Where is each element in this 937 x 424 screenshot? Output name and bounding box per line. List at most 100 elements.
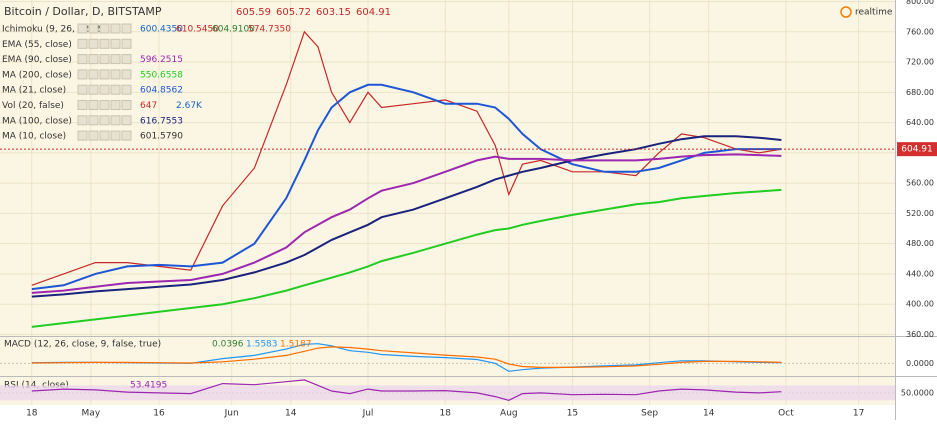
indicator-button <box>121 54 132 65</box>
x-tick-label: Sep <box>641 409 658 419</box>
series-line <box>31 346 782 368</box>
indicator-button <box>77 38 88 49</box>
x-tick-label: 18 <box>440 409 452 419</box>
macd-value: 0.0396 <box>212 340 244 350</box>
indicator-button <box>110 69 121 80</box>
indicator-button <box>110 38 121 49</box>
indicator-button <box>121 100 132 110</box>
indicator-value: 596.2515 <box>140 55 183 65</box>
y-tick-label: 400.00 <box>906 300 934 309</box>
series-line <box>31 83 782 291</box>
indicator-button <box>88 23 99 34</box>
indicator-value: 616.7553 <box>140 116 183 126</box>
indicator-button <box>99 54 110 65</box>
indicator-button <box>99 23 110 34</box>
realtime-icon <box>840 6 852 18</box>
indicator-name: MA (21, close) <box>2 86 66 96</box>
indicator-button <box>99 115 110 126</box>
indicator-button <box>88 69 99 80</box>
indicator-button <box>110 115 121 126</box>
indicator-button <box>99 84 110 95</box>
price-axis <box>895 0 937 420</box>
indicator-button <box>99 69 110 80</box>
x-tick-label: 17 <box>853 409 864 419</box>
indicator-button <box>88 115 99 126</box>
indicator-value: 600.4350 <box>140 25 183 35</box>
indicator-button <box>121 38 132 49</box>
indicator-name: MA (200, close) <box>2 70 72 80</box>
y-tick-label: 440.00 <box>906 269 934 278</box>
series-line <box>31 153 782 294</box>
macd-label: MACD (12, 26, close, 9, false, true) <box>4 340 161 350</box>
indicator-button <box>121 69 132 80</box>
indicator-button <box>110 130 121 141</box>
rsi-value: 53.4195 <box>130 381 167 391</box>
last-price-label: 604.91 <box>901 145 933 155</box>
ohlc-value: 604.91 <box>356 7 391 18</box>
realtime-label: realtime <box>855 8 893 18</box>
indicator-value: 647 <box>140 101 157 111</box>
y-tick-label: 760.00 <box>906 27 934 36</box>
indicator-button <box>77 54 88 65</box>
indicator-button <box>88 84 99 95</box>
y-tick-label: 560.00 <box>906 179 934 188</box>
indicator-button <box>110 84 121 95</box>
indicator-button <box>88 38 99 49</box>
series-line <box>31 188 782 328</box>
x-tick-label: 16 <box>153 409 165 419</box>
indicator-button <box>77 69 88 80</box>
macd-value: 1.5187 <box>280 340 312 350</box>
indicator-name: MA (100, close) <box>2 116 72 126</box>
indicator-name: EMA (90, close) <box>2 55 72 65</box>
ohlc-value: 605.59 <box>236 7 271 18</box>
indicator-button <box>88 100 99 110</box>
indicator-button <box>99 38 110 49</box>
indicator-button <box>77 115 88 126</box>
y-tick-label: 480.00 <box>906 239 934 248</box>
series-line <box>31 30 782 286</box>
indicator-button <box>121 84 132 95</box>
indicator-value: 574.7350 <box>248 25 291 35</box>
last-price-tag <box>897 142 937 157</box>
indicator-name: EMA (55, close) <box>2 40 72 50</box>
indicator-button <box>110 54 121 65</box>
x-tick-label: 14 <box>285 409 297 419</box>
indicator-value: 601.5790 <box>140 132 183 142</box>
y-tick-label: 50.0000 <box>901 388 934 397</box>
x-tick-label: May <box>82 409 101 419</box>
y-tick-label: 520.00 <box>906 209 934 218</box>
indicator-value: 604.9100 <box>212 25 255 35</box>
indicator-button <box>121 115 132 126</box>
y-tick-label: 680.00 <box>906 88 934 97</box>
plot-background <box>0 0 895 405</box>
indicator-value: 550.6558 <box>140 70 183 80</box>
rsi-band <box>0 385 895 401</box>
indicator-button <box>110 23 121 34</box>
ohlc-value: 605.72 <box>276 7 311 18</box>
y-tick-label: 640.00 <box>906 118 934 127</box>
series-line <box>31 379 782 401</box>
x-tick-label: Jun <box>224 409 239 419</box>
time-axis <box>0 405 895 420</box>
x-tick-label: 18 <box>26 409 38 419</box>
y-tick-label: 800.00 <box>906 0 934 6</box>
ohlc-value: 603.15 <box>316 7 351 18</box>
y-tick-label: 0.0000 <box>906 359 934 368</box>
x-tick-label: 15 <box>567 409 578 419</box>
indicator-value: 2.67K <box>176 101 203 111</box>
macd-value: 1.5583 <box>246 340 278 350</box>
symbol-title: Bitcoin / Dollar, D, BITSTAMP <box>4 5 162 18</box>
y-tick-label: 360.00 <box>906 330 934 339</box>
indicator-name: Ichimoku (9, 26, 52, 26) <box>2 25 110 35</box>
indicator-button <box>77 130 88 141</box>
x-tick-label: Aug <box>500 409 518 419</box>
y-tick-label: 720.00 <box>906 58 934 67</box>
x-tick-label: Oct <box>778 409 794 419</box>
indicator-value: 604.8562 <box>140 86 183 96</box>
indicator-button <box>77 84 88 95</box>
indicator-button <box>99 100 110 110</box>
indicator-name: Vol (20, false) <box>2 101 64 111</box>
indicator-value: 610.5450 <box>176 25 219 35</box>
indicator-button <box>121 23 132 34</box>
